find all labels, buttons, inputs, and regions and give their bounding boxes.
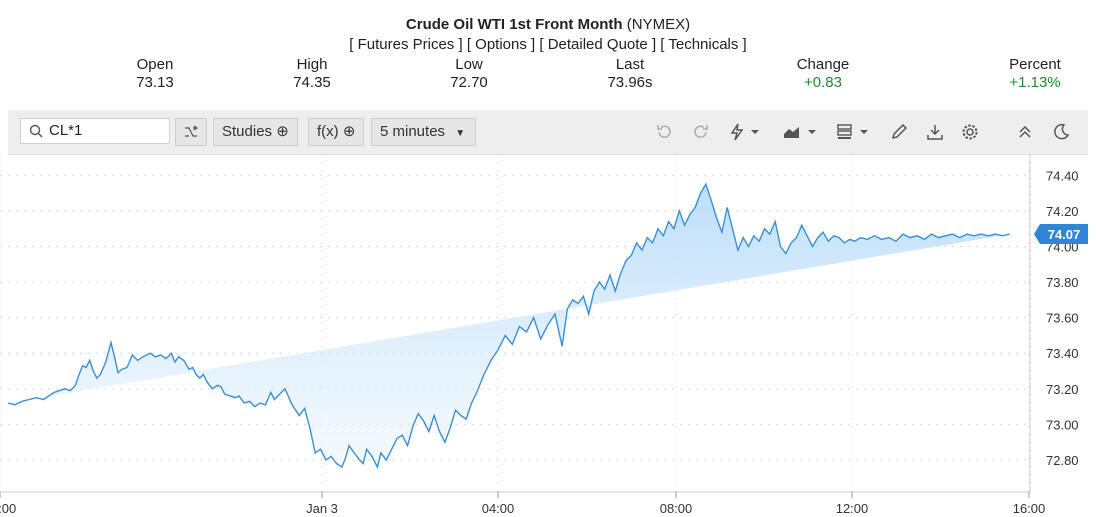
gear-icon[interactable] xyxy=(960,122,980,142)
y-tick-label: 73.00 xyxy=(1046,417,1079,432)
x-tick-label: Jan 3 xyxy=(306,501,338,516)
stat-open: Open 73.13 xyxy=(125,56,185,92)
quote-links: [ Futures Prices ] [ Options ] [ Detaile… xyxy=(0,36,1096,53)
pencil-icon[interactable] xyxy=(889,122,909,142)
y-tick-label: 73.40 xyxy=(1046,346,1079,361)
x-tick-label: 16:00 xyxy=(1013,501,1046,516)
plus-circle-icon: ⊕ xyxy=(276,123,289,140)
stat-low: Low 72.70 xyxy=(439,56,499,92)
interval-select[interactable]: 5 minutes ▼ xyxy=(371,118,476,146)
detailed-quote-link[interactable]: [ Detailed Quote ] xyxy=(539,36,657,53)
y-tick-label: 73.60 xyxy=(1046,311,1079,326)
stat-percent: Percent +1.13% xyxy=(1000,56,1070,92)
layout-icon[interactable] xyxy=(836,122,872,142)
x-tick-label: 20:00 xyxy=(0,501,16,516)
x-tick-label: 04:00 xyxy=(482,501,515,516)
x-tick-label: 08:00 xyxy=(660,501,693,516)
undo-icon[interactable] xyxy=(654,122,674,142)
stat-label: Low xyxy=(455,56,483,73)
stat-label: Change xyxy=(796,56,850,73)
last-price-value: 74.07 xyxy=(1048,227,1081,242)
options-link[interactable]: [ Options ] xyxy=(466,36,536,53)
x-tick-label: 12:00 xyxy=(836,501,869,516)
stat-value: +0.83 xyxy=(804,74,842,91)
symbol-search-input[interactable]: CL*1 xyxy=(20,118,170,144)
stat-value: +1.13% xyxy=(1009,74,1061,91)
last-price-badge: 74.07 xyxy=(1034,224,1088,245)
stat-label: Percent xyxy=(1009,56,1061,73)
price-area xyxy=(8,184,1010,468)
stat-last: Last 73.96s xyxy=(600,56,660,92)
y-tick-label: 74.20 xyxy=(1046,204,1079,219)
studies-button[interactable]: Studies ⊕ xyxy=(213,118,298,146)
y-tick-label: 72.80 xyxy=(1046,453,1079,468)
fx-label: f(x) xyxy=(317,123,339,140)
y-tick-label: 73.80 xyxy=(1046,275,1079,290)
symbol-value: CL*1 xyxy=(49,122,83,139)
compare-button[interactable] xyxy=(175,118,207,146)
y-tick-label: 74.40 xyxy=(1046,168,1079,183)
last-price-badge-bg xyxy=(1034,224,1088,245)
stat-label: Open xyxy=(136,56,174,73)
y-axis-ticks: 74.4074.2074.0073.8073.6073.4073.2073.00… xyxy=(1046,168,1079,468)
lightning-icon[interactable] xyxy=(727,122,763,142)
dark-mode-icon[interactable] xyxy=(1051,122,1071,142)
studies-label: Studies xyxy=(222,123,273,140)
chart-toolbar: CL*1 Studies ⊕ f(x) ⊕ 5 minutes ▼ xyxy=(8,110,1088,155)
download-icon[interactable] xyxy=(925,122,945,142)
chevron-down-icon: ▼ xyxy=(455,128,466,139)
exchange-name: (NYMEX) xyxy=(622,16,691,33)
x-axis-ticks: 20:00 Jan 3 04:00 08:00 12:00 16:00 xyxy=(0,492,1045,516)
price-chart[interactable]: 74.4074.2074.0073.8073.6073.4073.2073.00… xyxy=(0,154,1096,517)
interval-value: 5 minutes xyxy=(380,123,446,140)
stat-value: 73.13 xyxy=(136,74,174,91)
stat-value: 73.96s xyxy=(607,74,653,91)
redo-icon[interactable] xyxy=(691,122,711,142)
chart-title: Crude Oil WTI 1st Front Month (NYMEX) xyxy=(0,16,1096,33)
compare-icon xyxy=(185,125,199,137)
stat-value: 72.70 xyxy=(450,74,488,91)
stat-label: High xyxy=(296,56,328,73)
fx-button[interactable]: f(x) ⊕ xyxy=(308,118,365,146)
stat-label: Last xyxy=(615,56,645,73)
chart-type-icon[interactable] xyxy=(782,122,820,142)
stat-high: High 74.35 xyxy=(282,56,342,92)
instrument-name: Crude Oil WTI 1st Front Month xyxy=(405,16,623,33)
stat-change: Change +0.83 xyxy=(788,56,858,92)
collapse-icon[interactable] xyxy=(1015,122,1035,142)
y-tick-label: 73.20 xyxy=(1046,382,1079,397)
price-line xyxy=(7,182,1010,470)
technicals-link[interactable]: [ Technicals ] xyxy=(660,36,747,53)
search-icon xyxy=(29,124,43,138)
stat-value: 74.35 xyxy=(293,74,331,91)
plus-circle-icon: ⊕ xyxy=(342,123,356,140)
futures-prices-link[interactable]: [ Futures Prices ] xyxy=(349,36,463,53)
